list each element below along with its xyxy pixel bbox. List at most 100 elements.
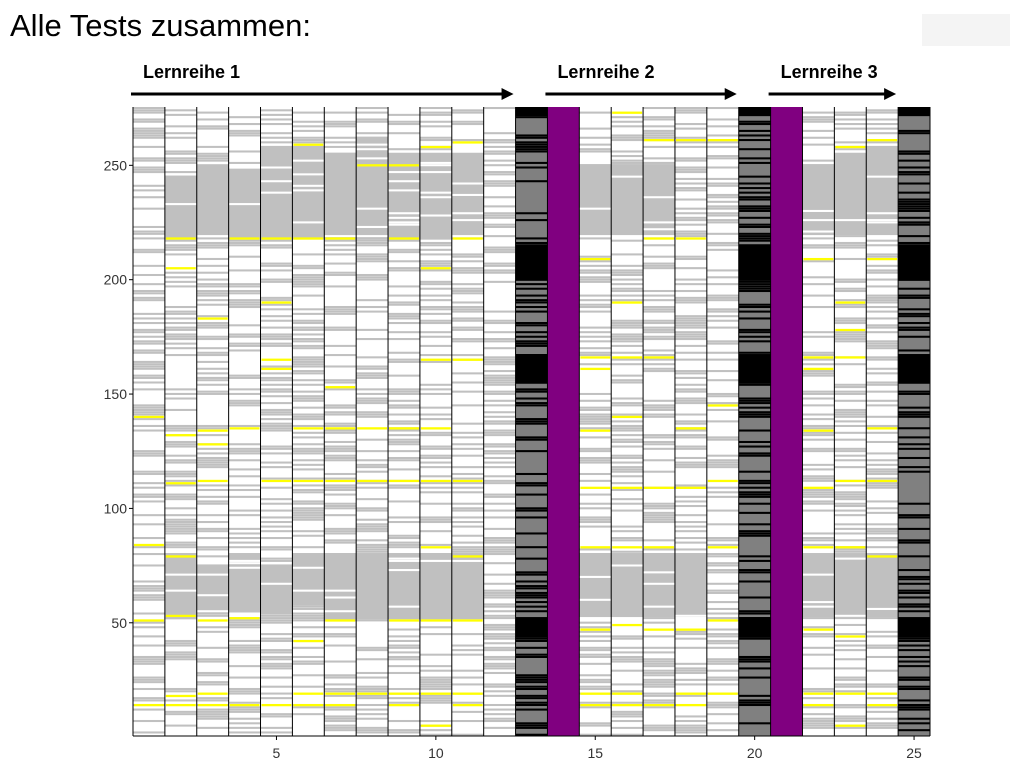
- gray-row: [802, 463, 835, 466]
- black-row: [898, 443, 930, 446]
- white-row: [388, 134, 420, 137]
- gray-row: [228, 676, 261, 679]
- gray-row: [388, 301, 420, 304]
- white-row: [802, 308, 835, 311]
- black-block: [738, 107, 771, 117]
- gray-row: [834, 685, 867, 688]
- gray-row: [611, 177, 644, 180]
- gray-row: [356, 228, 389, 231]
- gray-row: [324, 310, 357, 313]
- gray-row: [292, 607, 325, 610]
- gray-row: [834, 317, 867, 320]
- gray-row: [579, 674, 612, 677]
- gray-row: [388, 399, 420, 402]
- gray-row: [451, 454, 484, 457]
- group-arrowhead-3: [884, 88, 897, 100]
- gray-row: [579, 406, 612, 409]
- white-row: [706, 381, 739, 384]
- black-row: [898, 717, 930, 720]
- gray-row: [579, 413, 612, 416]
- gray-row: [292, 395, 325, 398]
- gray-row: [611, 196, 644, 199]
- gray-row: [324, 159, 357, 162]
- gray-row: [834, 550, 867, 553]
- gray-row: [706, 555, 739, 558]
- gray-row: [802, 431, 835, 434]
- gray-row: [324, 575, 357, 578]
- gray-row: [388, 443, 420, 446]
- gray-row: [674, 683, 707, 686]
- gray-row: [324, 694, 357, 697]
- gray-row: [133, 418, 165, 421]
- white-row: [579, 248, 612, 251]
- yellow-row: [580, 486, 611, 489]
- gray-row: [196, 612, 229, 615]
- gray-row: [643, 589, 675, 592]
- gray-row: [611, 637, 644, 640]
- column-14: [547, 107, 580, 736]
- gray-row: [419, 418, 452, 421]
- gray-row: [324, 514, 357, 517]
- gray-row: [356, 539, 389, 542]
- gray-row: [451, 173, 484, 176]
- gray-row: [419, 669, 452, 672]
- gray-row: [133, 273, 165, 277]
- gray-row: [643, 553, 675, 556]
- gray-row: [324, 141, 357, 144]
- gray-row: [643, 328, 675, 331]
- gray-row: [674, 322, 707, 325]
- gray-row: [324, 447, 357, 450]
- gray-row: [260, 246, 293, 249]
- black-row: [898, 582, 930, 585]
- black-row: [738, 493, 771, 496]
- gray-row: [324, 635, 357, 638]
- gray-row: [674, 177, 707, 180]
- gray-row: [388, 358, 420, 361]
- gray-row: [451, 534, 484, 537]
- white-row: [451, 107, 484, 110]
- gray-row: [133, 349, 165, 352]
- gray-row: [292, 365, 325, 368]
- white-row: [611, 676, 644, 679]
- yellow-row: [229, 427, 260, 430]
- white-row: [834, 219, 867, 222]
- white-row: [451, 639, 484, 642]
- gray-row: [579, 626, 612, 629]
- column-1: [133, 107, 165, 736]
- gray-row: [834, 386, 867, 389]
- gray-row: [196, 376, 229, 379]
- black-row: [898, 655, 930, 659]
- black-row: [898, 191, 930, 194]
- gray-row: [228, 443, 261, 446]
- gray-row: [164, 559, 197, 562]
- black-row: [738, 495, 771, 498]
- gray-row: [643, 262, 675, 265]
- gray-row: [419, 683, 452, 686]
- gray-row: [706, 564, 739, 567]
- black-row: [515, 708, 548, 711]
- gray-row: [133, 342, 165, 345]
- yellow-row: [420, 358, 451, 361]
- gray-row: [388, 132, 420, 135]
- gray-row: [228, 731, 261, 734]
- white-row: [866, 621, 899, 624]
- white-row: [419, 333, 452, 336]
- gray-row: [866, 511, 899, 514]
- white-row: [228, 479, 261, 482]
- gray-row: [260, 132, 293, 135]
- gray-row: [292, 278, 325, 281]
- gray-row: [834, 363, 867, 366]
- white-row: [228, 699, 261, 702]
- white-row: [866, 541, 899, 544]
- gray-row: [164, 328, 197, 331]
- gray-row: [706, 706, 739, 709]
- gray-row: [196, 681, 229, 684]
- gray-row: [356, 111, 389, 114]
- gray-row: [866, 527, 899, 530]
- gray-row: [579, 399, 612, 402]
- gray-row: [388, 655, 420, 659]
- gray-row: [260, 667, 293, 670]
- gray-row: [802, 562, 835, 565]
- white-row: [133, 324, 165, 327]
- gray-row: [196, 111, 229, 114]
